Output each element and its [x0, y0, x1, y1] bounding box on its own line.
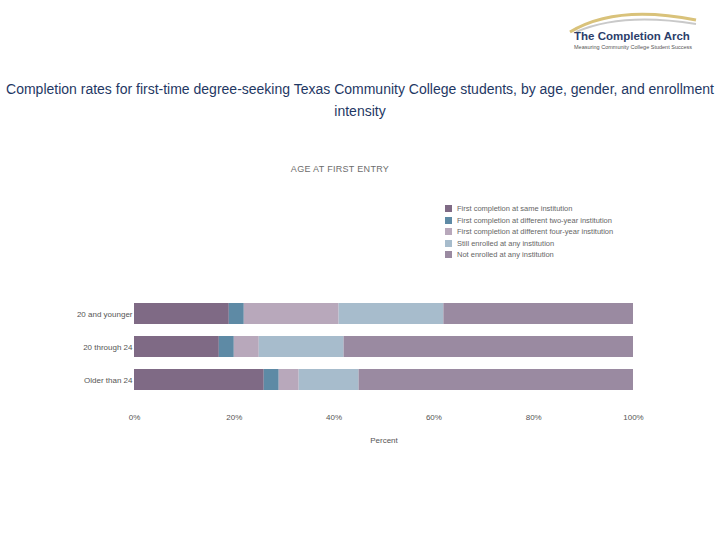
svg-text:40%: 40%	[326, 413, 342, 422]
svg-text:20 and younger: 20 and younger	[77, 310, 133, 319]
html-text:Still enrolled at any institut: Still enrolled at any institution	[457, 238, 555, 248]
html-text:First completion at same insti: First completion at same institution	[457, 204, 573, 214]
svg-text:20 through 24: 20 through 24	[83, 343, 133, 352]
svg-text:100%: 100%	[623, 413, 643, 422]
svg-text:60%: 60%	[426, 413, 442, 422]
svg-text:Older than 24: Older than 24	[84, 376, 133, 385]
svg-text:80%: 80%	[526, 413, 542, 422]
svg-text:Percent: Percent	[370, 436, 398, 445]
html-text:Not enrolled at any institutio: Not enrolled at any institution	[457, 250, 554, 260]
html-text:Measuring Community College St: Measuring Community College Student Succ…	[574, 44, 692, 50]
html-text:First completion at different: First completion at different four-year …	[457, 227, 614, 237]
html-text:Completion rates for first-tim: Completion rates for first-time degree-s…	[6, 81, 714, 119]
svg-text:20%: 20%	[226, 413, 242, 422]
svg-text:0%: 0%	[129, 413, 141, 422]
html-text:The Completion Arch: The Completion Arch	[574, 30, 690, 42]
html-text:AGE AT FIRST ENTRY: AGE AT FIRST ENTRY	[290, 164, 390, 174]
html-text:First completion at different: First completion at different two-year i…	[457, 215, 612, 225]
